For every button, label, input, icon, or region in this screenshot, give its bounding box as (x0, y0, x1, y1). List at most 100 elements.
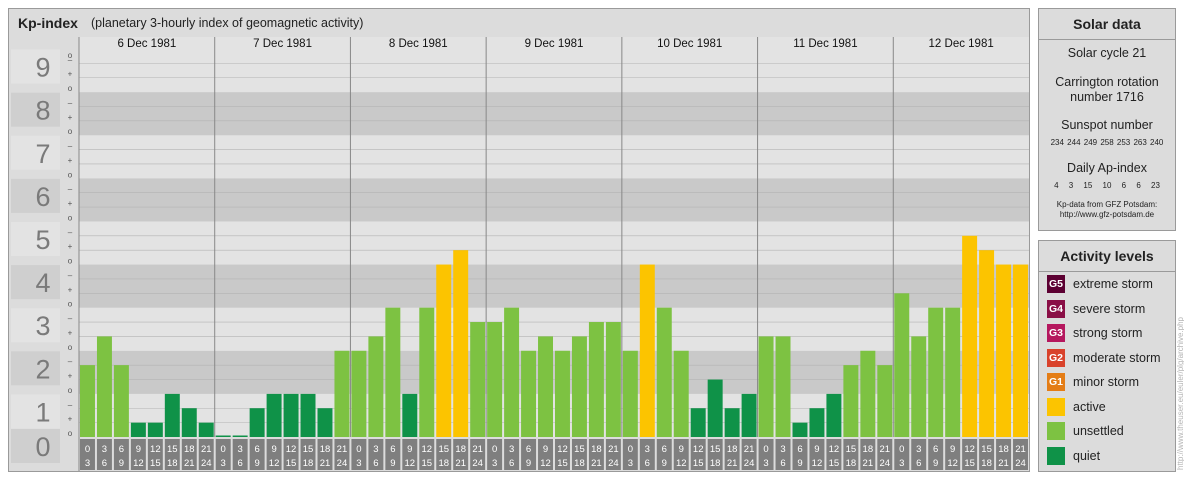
hour-label: 3 (916, 444, 921, 455)
source-line-1: Kp-data from GFZ Potsdam: (1056, 200, 1158, 209)
hour-label-box (945, 439, 961, 470)
kp-bar (232, 435, 248, 437)
kp-band (79, 221, 1029, 265)
kp-bar (555, 350, 570, 437)
activity-levels-panel: Activity levels G5 extreme storm G4 severe … (1038, 240, 1176, 472)
hour-label: 12 (947, 458, 958, 469)
kp-bar (80, 365, 95, 437)
hour-label: 15 (150, 458, 161, 469)
hour-label-box (402, 439, 418, 470)
kp-bar (283, 393, 299, 437)
hour-label-box (639, 439, 655, 470)
hour-label: 15 (964, 458, 975, 469)
hour-label: 24 (608, 458, 619, 469)
hour-label-box (317, 439, 333, 470)
hour-label: 15 (693, 458, 704, 469)
y-tick-label: 4 (35, 268, 50, 298)
y-subtick-label: o (68, 213, 73, 222)
y-label-cell (11, 135, 60, 170)
hour-label-box (894, 439, 910, 470)
hour-label: 12 (676, 458, 687, 469)
kp-bar (673, 350, 689, 437)
hour-label: 9 (933, 458, 938, 469)
hour-label: 12 (693, 444, 704, 455)
hour-label-box (351, 439, 367, 470)
hour-label-box (1013, 439, 1028, 470)
hour-label-box (96, 439, 112, 470)
y-subtick-label: o (68, 84, 73, 93)
kp-bar (436, 264, 452, 437)
hour-label: 21 (863, 458, 874, 469)
y-subtick-label: o (68, 386, 73, 395)
hour-label: 12 (557, 444, 568, 455)
hour-label: 9 (797, 458, 802, 469)
hour-label-box (911, 439, 927, 470)
kp-bar (249, 408, 265, 437)
y-label-cell (11, 308, 60, 343)
hour-label: 6 (390, 444, 395, 455)
hour-label: 3 (373, 444, 378, 455)
kp-bar (470, 322, 486, 437)
carrington-line-2: number 1716 (1070, 90, 1144, 104)
y-subtick-label: – (68, 55, 73, 64)
hour-label: 6 (526, 444, 531, 455)
kp-bar-chart: 0123456789o+–o+–o+–o+–o+–o+–o+–o+–o+–o6 … (11, 37, 1029, 471)
hour-label: 21 (591, 458, 602, 469)
hour-label-box (487, 439, 503, 470)
y-subtick-label: – (68, 357, 73, 366)
hour-label: 21 (337, 444, 348, 455)
hour-label-box (436, 439, 452, 470)
ap-index-title: Daily Ap-index (1067, 161, 1147, 175)
y-subtick-label: + (68, 242, 73, 251)
hour-label: 0 (221, 444, 226, 455)
hour-label: 12 (286, 444, 297, 455)
hour-label: 3 (102, 444, 107, 455)
hour-label: 9 (950, 444, 955, 455)
kp-bar (622, 350, 638, 437)
y-subtick-label: + (68, 113, 73, 122)
hour-label-box (130, 439, 146, 470)
hour-label: 21 (744, 444, 755, 455)
hour-label: 15 (557, 458, 568, 469)
hour-label: 3 (645, 444, 650, 455)
hour-label: 6 (645, 458, 650, 469)
hour-label: 9 (407, 444, 412, 455)
y-subtick-label: o (68, 51, 73, 60)
hour-label-box (419, 439, 435, 470)
hour-label-box (470, 439, 486, 470)
hour-label-box (198, 439, 214, 470)
y-tick-label: 3 (35, 311, 50, 341)
hour-label: 0 (356, 444, 361, 455)
hour-label-box (707, 439, 723, 470)
level-swatch: G2 (1047, 348, 1065, 367)
hour-label: 0 (899, 444, 904, 455)
solar-data-title: Solar data (1039, 9, 1175, 40)
kp-bar (147, 422, 163, 437)
sunspot-title: Sunspot number (1061, 118, 1153, 132)
chart-subtitle: (planetary 3-hourly index of geomagnetic… (91, 16, 364, 30)
kp-bar (996, 264, 1012, 437)
y-subtick-label: – (68, 271, 73, 280)
hour-label-box (538, 439, 553, 470)
hour-label: 3 (221, 458, 226, 469)
kp-bar (979, 250, 995, 437)
hour-label: 21 (608, 444, 619, 455)
hour-label-box (147, 439, 163, 470)
hour-label-box (792, 439, 808, 470)
hour-label: 21 (455, 458, 466, 469)
hour-label-box (181, 439, 197, 470)
kp-bar (588, 322, 604, 437)
kp-bar (334, 350, 350, 437)
y-subtick-label: – (68, 98, 73, 107)
hour-label: 9 (526, 458, 531, 469)
hour-label: 24 (201, 458, 212, 469)
hour-label: 3 (899, 458, 904, 469)
hour-label: 9 (136, 444, 141, 455)
kp-bar (385, 307, 401, 437)
carrington-line-1: Carrington rotation (1055, 75, 1159, 89)
kp-bar (181, 408, 197, 437)
hour-label-box (334, 439, 350, 470)
y-label-cell (11, 49, 60, 84)
kp-band (79, 307, 1029, 351)
hour-label-box (80, 439, 95, 470)
